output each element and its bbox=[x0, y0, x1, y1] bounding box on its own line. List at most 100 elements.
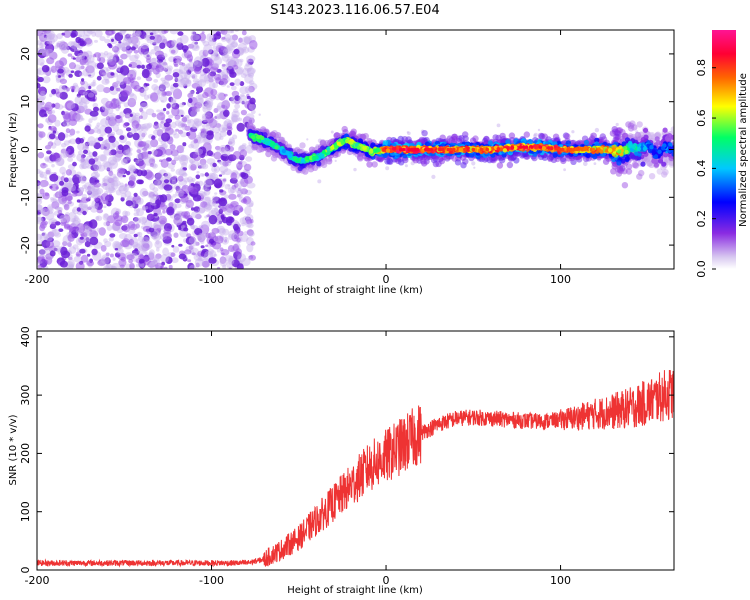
noise-blob bbox=[96, 215, 103, 222]
noise-blob bbox=[55, 157, 65, 167]
noise-blob bbox=[104, 79, 110, 84]
noise-blob bbox=[124, 112, 131, 119]
noise-blob bbox=[142, 248, 148, 253]
noise-blob bbox=[159, 94, 168, 103]
noise-blob bbox=[217, 115, 222, 120]
noise-blob bbox=[219, 78, 228, 85]
noise-blob bbox=[164, 172, 172, 181]
noise-blob bbox=[37, 30, 44, 37]
noise-blob bbox=[149, 261, 155, 267]
noise-blob bbox=[119, 119, 124, 123]
spectral-point bbox=[454, 159, 462, 166]
noise-blob bbox=[181, 146, 185, 150]
noise-blob bbox=[38, 86, 46, 94]
noise-blob bbox=[204, 196, 211, 202]
noise-blob bbox=[192, 194, 202, 202]
noise-blob bbox=[70, 32, 76, 38]
noise-blob bbox=[94, 200, 103, 211]
noise-blob bbox=[181, 116, 188, 123]
noise-blob bbox=[247, 222, 254, 229]
noise-blob bbox=[115, 243, 122, 250]
noise-blob bbox=[92, 79, 96, 84]
noise-blob bbox=[79, 236, 84, 240]
noise-blob bbox=[92, 188, 101, 198]
noise-blob bbox=[201, 220, 211, 229]
noise-blob bbox=[112, 46, 120, 53]
noise-blob bbox=[115, 87, 121, 92]
noise-blob bbox=[173, 232, 179, 238]
noise-blob bbox=[96, 227, 101, 232]
noise-blob bbox=[143, 51, 152, 59]
noise-blob bbox=[168, 264, 173, 269]
noise-blob bbox=[187, 119, 192, 124]
noise-blob bbox=[89, 205, 93, 209]
noise-blob bbox=[119, 135, 125, 141]
noise-blob bbox=[192, 73, 198, 79]
noise-blob bbox=[49, 173, 59, 182]
noise-blob bbox=[67, 140, 72, 143]
noise-blob bbox=[147, 151, 152, 155]
noise-blob bbox=[208, 81, 216, 90]
noise-blob bbox=[91, 83, 95, 87]
noise-blob bbox=[153, 129, 160, 135]
noise-blob bbox=[70, 70, 75, 73]
noise-blob bbox=[86, 260, 95, 267]
noise-blob bbox=[45, 157, 50, 163]
noise-blob bbox=[103, 161, 113, 171]
spectral-point bbox=[610, 168, 617, 175]
noise-blob bbox=[155, 253, 162, 259]
noise-blob bbox=[69, 128, 76, 136]
noise-blob bbox=[139, 188, 148, 198]
noise-blob bbox=[65, 128, 71, 134]
noise-blob bbox=[59, 260, 68, 268]
noise-blob bbox=[148, 227, 155, 233]
noise-blob bbox=[138, 161, 146, 170]
noise-blob bbox=[228, 97, 235, 102]
noise-blob bbox=[42, 30, 52, 34]
noise-blob bbox=[239, 58, 244, 63]
noise-blob bbox=[129, 54, 139, 62]
noise-blob bbox=[46, 33, 51, 37]
spectral-point bbox=[421, 160, 428, 167]
noise-blob bbox=[230, 85, 237, 91]
noise-blob bbox=[121, 46, 128, 52]
noise-dot bbox=[583, 161, 588, 167]
noise-blob bbox=[114, 150, 124, 158]
noise-blob bbox=[102, 72, 111, 81]
noise-dot bbox=[473, 166, 476, 169]
noise-blob bbox=[241, 222, 246, 227]
noise-blob bbox=[237, 165, 242, 169]
spectral-point bbox=[632, 162, 640, 169]
noise-blob bbox=[187, 259, 192, 263]
spectral-point bbox=[412, 157, 419, 164]
noise-blob bbox=[92, 102, 99, 108]
noise-blob bbox=[170, 86, 175, 89]
noise-blob bbox=[156, 146, 166, 156]
noise-blob bbox=[212, 162, 217, 168]
noise-blob bbox=[230, 201, 239, 208]
noise-blob bbox=[141, 217, 148, 224]
noise-blob bbox=[94, 52, 101, 58]
noise-blob bbox=[39, 42, 44, 49]
noise-blob bbox=[84, 182, 93, 191]
noise-blob bbox=[79, 100, 84, 106]
noise-blob bbox=[68, 138, 77, 145]
noise-blob bbox=[95, 187, 104, 195]
noise-blob bbox=[182, 220, 187, 225]
noise-blob bbox=[93, 127, 100, 133]
noise-blob bbox=[206, 248, 214, 255]
noise-blob bbox=[173, 232, 179, 238]
noise-blob bbox=[221, 36, 226, 40]
noise-blob bbox=[93, 182, 101, 188]
noise-blob bbox=[139, 123, 147, 130]
noise-blob bbox=[212, 45, 218, 50]
noise-blob bbox=[139, 52, 144, 56]
noise-blob bbox=[59, 214, 67, 223]
noise-blob bbox=[75, 114, 84, 123]
noise-blob bbox=[90, 205, 98, 213]
noise-blob bbox=[235, 186, 244, 194]
noise-blob bbox=[139, 107, 144, 113]
noise-blob bbox=[119, 30, 127, 34]
noise-blob bbox=[68, 256, 73, 261]
noise-blob bbox=[221, 69, 230, 76]
